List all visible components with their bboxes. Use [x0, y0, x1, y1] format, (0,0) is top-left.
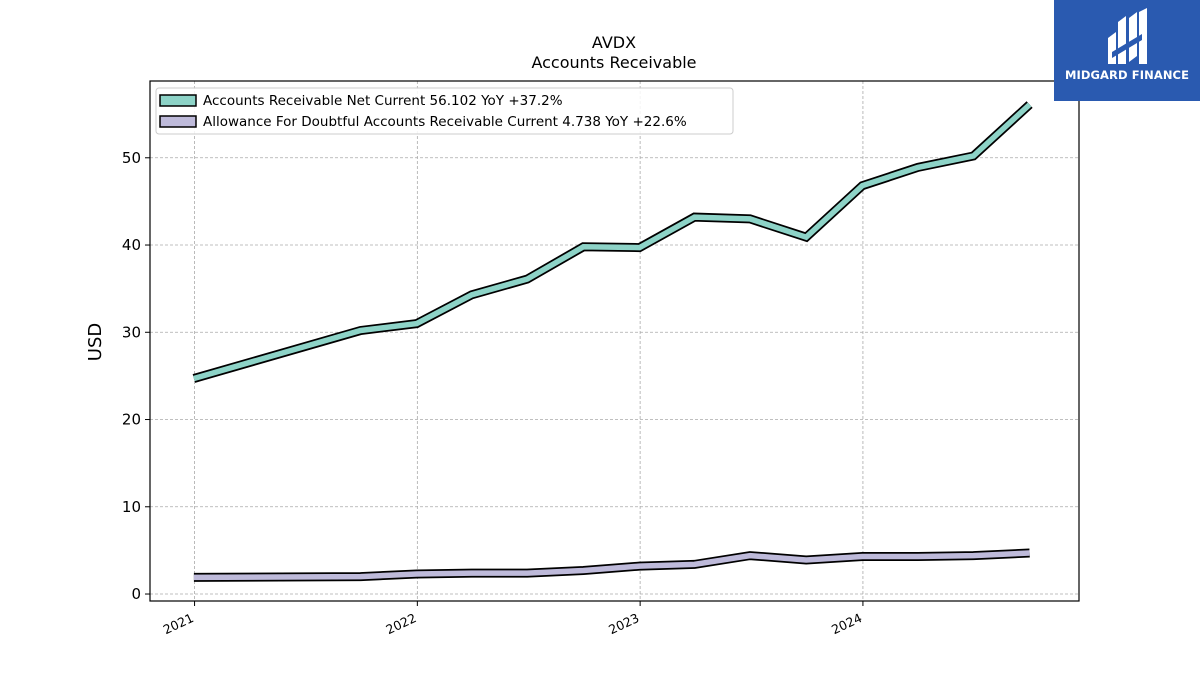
y-tick-label: 30: [122, 323, 141, 341]
legend-label: Allowance For Doubtful Accounts Receivab…: [203, 114, 687, 130]
x-tick-label: 2022: [383, 610, 418, 637]
legend-box: [155, 87, 734, 135]
brand-name: MIDGARD FINANCE: [1064, 68, 1190, 82]
legend-swatch: [159, 115, 197, 128]
legend: Accounts Receivable Net Current 56.102 Y…: [155, 87, 734, 135]
midgard-logo-icon: [1108, 8, 1147, 64]
y-tick-label: 10: [122, 498, 141, 516]
chart-subtitle: Accounts Receivable: [531, 53, 696, 72]
legend-label: Accounts Receivable Net Current 56.102 Y…: [203, 93, 563, 109]
y-tick-label: 20: [122, 411, 141, 429]
legend-swatch: [159, 94, 197, 107]
x-tick-label: 2024: [829, 610, 864, 637]
chart-title: AVDX: [592, 33, 636, 52]
series-line: [193, 102, 1032, 382]
x-tick-label: 2023: [606, 610, 641, 637]
series-line-outline: [192, 101, 1033, 383]
y-tick-label: 50: [122, 149, 141, 167]
brand-logo: MIDGARD FINANCE: [1054, 0, 1200, 101]
y-tick-label: 40: [122, 236, 141, 254]
grid: [150, 81, 1079, 601]
y-axis: 0 10 20 30 40 50: [122, 149, 150, 603]
series-line: [193, 550, 1030, 581]
x-axis: 2021 2022 2023 2024: [161, 601, 864, 637]
plot-area: [149, 80, 1080, 602]
series-layer: [192, 101, 1033, 582]
y-axis-label: USD: [85, 323, 106, 361]
x-tick-label: 2021: [161, 610, 196, 637]
y-tick-label: 0: [131, 585, 141, 603]
